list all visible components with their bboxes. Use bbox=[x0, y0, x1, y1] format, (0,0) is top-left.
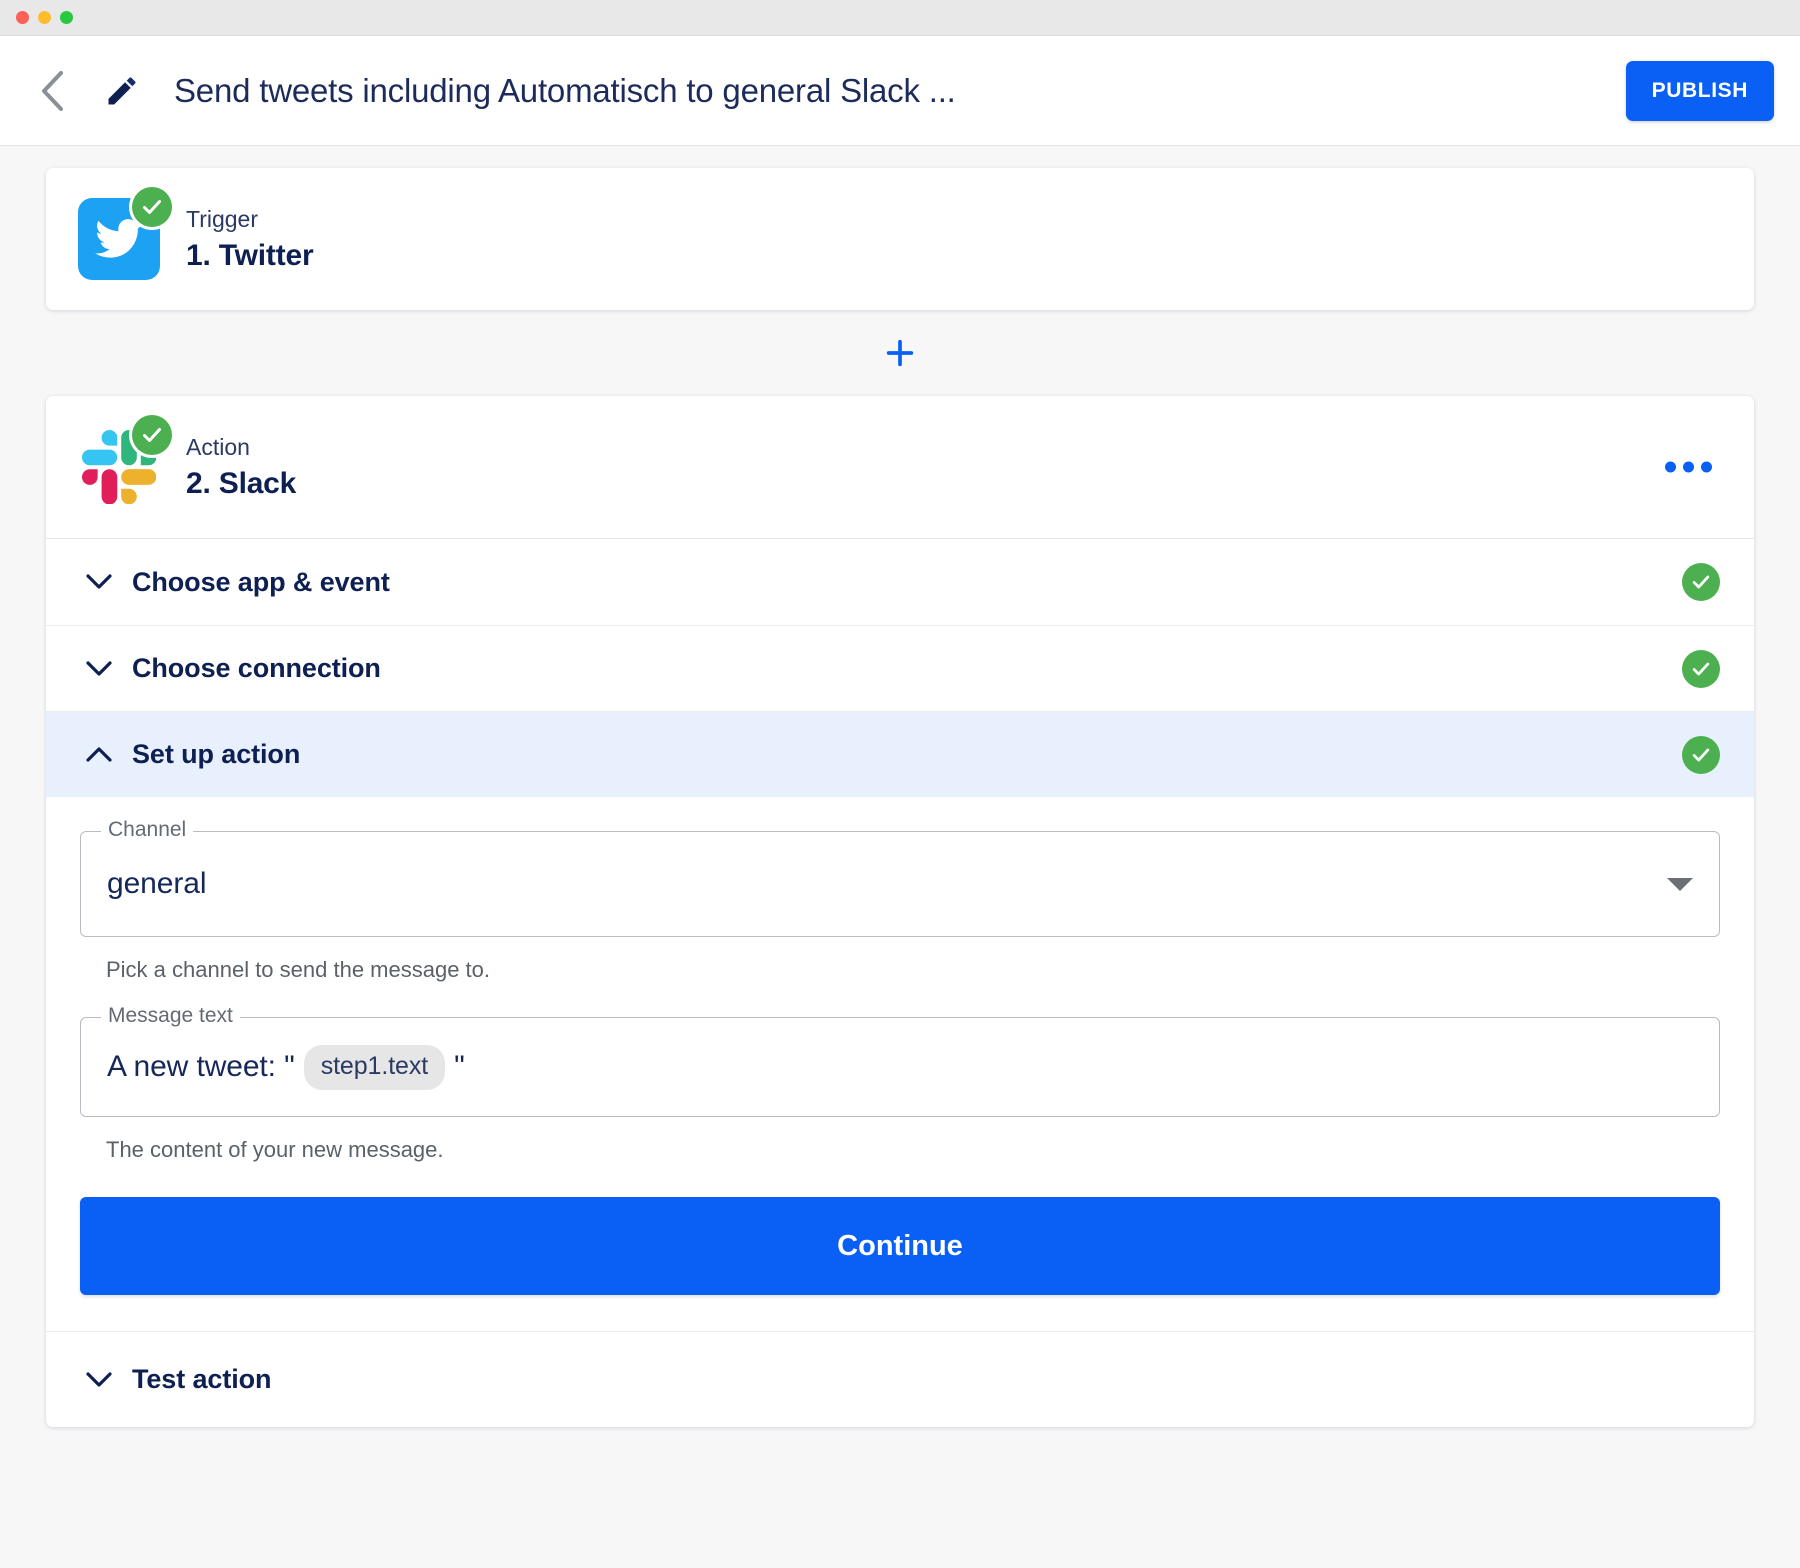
chevron-down-icon bbox=[78, 574, 120, 590]
check-circle-icon bbox=[1682, 563, 1720, 601]
action-app-logo bbox=[78, 415, 172, 508]
action-step-kind: Action bbox=[186, 433, 250, 460]
message-help-text: The content of your new message. bbox=[106, 1137, 444, 1162]
section-choose-connection[interactable]: Choose connection bbox=[46, 625, 1754, 711]
action-step-card: Action 2. Slack Choose app & event bbox=[46, 396, 1754, 1427]
check-circle-icon bbox=[1682, 735, 1720, 774]
channel-value: general bbox=[107, 867, 207, 900]
channel-help-text: Pick a channel to send the message to. bbox=[106, 957, 491, 982]
caret-down-icon[interactable] bbox=[1667, 877, 1693, 891]
message-text-label: Message text bbox=[101, 1005, 240, 1026]
message-prefix: A new tweet: " bbox=[107, 1050, 295, 1083]
channel-label: Channel bbox=[101, 819, 194, 840]
check-circle-icon bbox=[143, 428, 161, 442]
message-suffix: " bbox=[454, 1050, 465, 1083]
plus-icon bbox=[886, 339, 914, 367]
ellipsis-dot bbox=[1683, 461, 1694, 473]
edit-title-button[interactable] bbox=[94, 63, 150, 119]
zap-editor-body: Trigger 1. Twitter bbox=[0, 146, 1800, 1568]
app-header: Send tweets including Automatisch to gen… bbox=[0, 36, 1800, 146]
add-step-button[interactable] bbox=[877, 330, 923, 376]
trigger-step-name: 1. Twitter bbox=[186, 239, 314, 273]
action-step-name: 2. Slack bbox=[186, 467, 297, 501]
action-status-badge bbox=[132, 415, 172, 455]
trigger-step-header[interactable]: Trigger 1. Twitter bbox=[46, 168, 1754, 310]
trigger-step-card[interactable]: Trigger 1. Twitter bbox=[46, 168, 1754, 310]
action-step-meta: Action 2. Slack bbox=[186, 433, 296, 502]
window-titlebar bbox=[0, 0, 1800, 36]
close-window-button[interactable] bbox=[16, 11, 29, 24]
add-step-connector bbox=[46, 310, 1754, 396]
section-label: Test action bbox=[132, 1364, 272, 1394]
continue-button[interactable]: Continue bbox=[80, 1197, 1720, 1295]
section-test-action[interactable]: Test action bbox=[46, 1331, 1754, 1427]
section-label: Choose app & event bbox=[132, 566, 390, 597]
section-set-up-action[interactable]: Set up action bbox=[46, 711, 1754, 797]
section-label: Set up action bbox=[132, 739, 301, 769]
message-text-input[interactable]: Message text A new tweet: " step1.text " bbox=[80, 1005, 1720, 1117]
page-title: Send tweets including Automatisch to gen… bbox=[174, 71, 956, 109]
card-divider bbox=[46, 538, 1754, 539]
chevron-down-icon bbox=[78, 660, 120, 677]
section-choose-app-event[interactable]: Choose app & event bbox=[46, 539, 1754, 625]
chevron-left-icon bbox=[42, 70, 63, 111]
trigger-status-badge bbox=[132, 187, 172, 227]
trigger-step-kind: Trigger bbox=[186, 205, 258, 232]
setup-action-form: Channel general Pick a channel to send t… bbox=[46, 797, 1754, 1331]
twitter-bird-icon bbox=[95, 219, 143, 258]
chevron-down-icon bbox=[78, 1371, 120, 1388]
channel-select[interactable]: Channel general bbox=[80, 819, 1720, 937]
minimize-window-button[interactable] bbox=[38, 11, 51, 24]
variable-token-step1-text[interactable]: step1.text bbox=[303, 1044, 446, 1090]
check-circle-icon bbox=[1682, 649, 1720, 688]
message-text-value: A new tweet: " step1.text " bbox=[107, 1044, 465, 1090]
trigger-step-meta: Trigger 1. Twitter bbox=[186, 205, 314, 274]
check-circle-icon bbox=[143, 200, 161, 214]
ellipsis-dot bbox=[1665, 461, 1676, 473]
ellipsis-icon[interactable] bbox=[1657, 454, 1720, 481]
publish-button[interactable]: PUBLISH bbox=[1625, 60, 1774, 121]
zoom-window-button[interactable] bbox=[60, 11, 73, 24]
action-step-header[interactable]: Action 2. Slack bbox=[46, 396, 1754, 538]
back-button[interactable] bbox=[28, 67, 76, 115]
section-label: Choose connection bbox=[132, 653, 381, 683]
chevron-up-icon bbox=[78, 746, 120, 763]
ellipsis-dot bbox=[1701, 461, 1712, 473]
trigger-app-logo bbox=[78, 187, 172, 280]
pencil-icon bbox=[108, 76, 136, 104]
window-controls bbox=[16, 11, 73, 24]
